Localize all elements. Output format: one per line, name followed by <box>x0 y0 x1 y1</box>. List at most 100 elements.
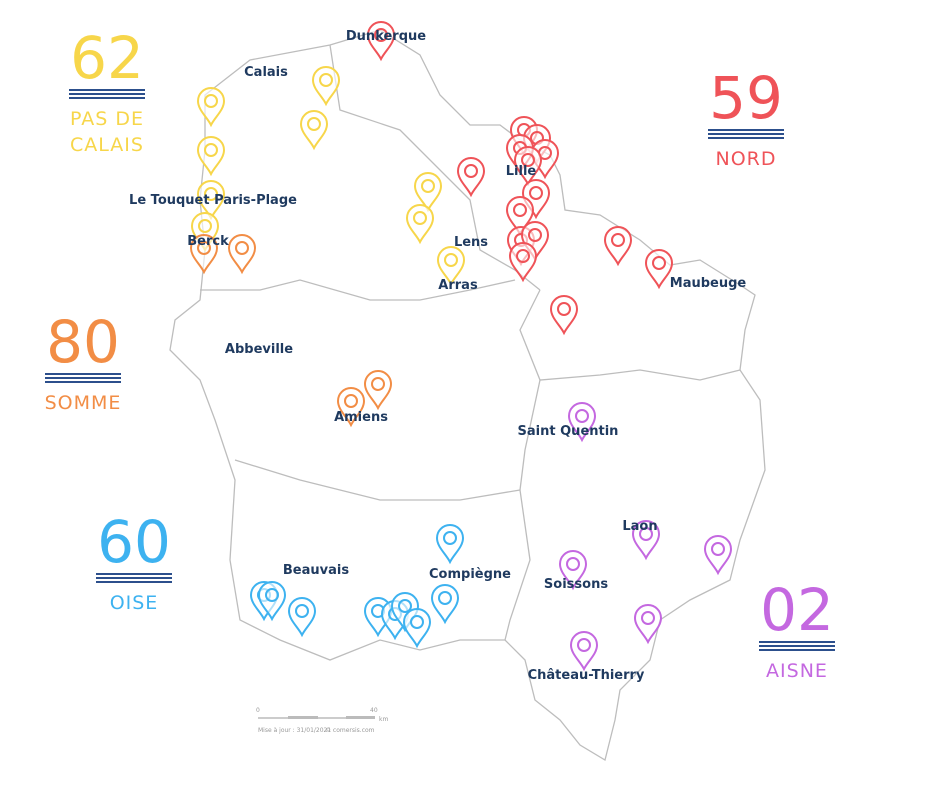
city-label: Laon <box>622 519 657 534</box>
scale-start: 0 <box>256 707 260 714</box>
pin <box>196 136 226 177</box>
pin <box>430 584 460 625</box>
department-number: 02 <box>760 576 834 644</box>
pin-dot <box>295 604 309 618</box>
department-name: NORD <box>716 148 777 170</box>
department-number: 80 <box>46 308 120 376</box>
pin-dot <box>513 203 527 217</box>
pin-dot <box>566 557 580 571</box>
city-label: Berck <box>187 234 229 249</box>
pin-dot <box>344 394 358 408</box>
scale-end: 40 <box>370 707 378 714</box>
city-label: Abbeville <box>225 342 293 357</box>
pin-dot <box>438 591 452 605</box>
pin-dot <box>575 409 589 423</box>
pin <box>436 246 466 287</box>
city-label: Le Touquet Paris-Plage <box>129 193 297 208</box>
pin <box>257 581 287 622</box>
pin <box>513 146 543 187</box>
department-border <box>200 279 516 301</box>
pin <box>644 249 674 290</box>
pin <box>363 370 393 411</box>
pin <box>311 66 341 107</box>
pin-dot <box>398 599 412 613</box>
pin <box>402 608 432 649</box>
scale-unit: km <box>379 716 388 723</box>
pin-dot <box>371 377 385 391</box>
pin <box>190 212 220 253</box>
pin-dot <box>464 164 478 178</box>
department-number: 60 <box>97 508 171 576</box>
pin <box>603 226 633 267</box>
pin <box>505 196 535 237</box>
pin <box>567 402 597 443</box>
city-label: Compiègne <box>429 567 511 582</box>
pin-dot <box>641 611 655 625</box>
department-name: OISE <box>110 592 159 614</box>
scale-segment <box>288 716 318 719</box>
pin <box>299 110 329 151</box>
city-label: Calais <box>244 65 288 80</box>
pin-dot <box>444 253 458 267</box>
pin-dot <box>198 219 212 233</box>
scale-bar: 0 40 km Mise à jour : 31/01/2021 © comer… <box>256 707 388 734</box>
department-border <box>234 459 521 501</box>
pin <box>456 157 486 198</box>
department-border <box>519 289 741 381</box>
pin-dot <box>652 256 666 270</box>
pin-dot <box>529 186 543 200</box>
pin <box>287 597 317 638</box>
region-outline <box>169 29 766 762</box>
pin-dot <box>611 233 625 247</box>
city-label: Saint Quentin <box>518 424 619 439</box>
city-label: Lille <box>506 164 537 179</box>
city-label: Amiens <box>334 410 388 425</box>
pin-dot <box>421 179 435 193</box>
pin-dot <box>235 241 249 255</box>
pin-dot <box>577 638 591 652</box>
department-name: PAS DE <box>70 108 144 130</box>
pin-dot <box>204 94 218 108</box>
pin <box>549 295 579 336</box>
pin <box>703 535 733 576</box>
pin <box>508 242 538 283</box>
pin <box>569 631 599 672</box>
city-label: Dunkerque <box>346 29 426 44</box>
pin <box>336 387 366 428</box>
pin <box>196 180 226 221</box>
pin-dot <box>521 153 535 167</box>
credit: © comersis.com <box>325 727 375 734</box>
pin <box>633 604 663 645</box>
pin <box>558 550 588 591</box>
city-label: Maubeuge <box>670 276 747 291</box>
city-label: Soissons <box>544 577 608 592</box>
pin-dot <box>413 211 427 225</box>
city-label: Beauvais <box>283 563 349 578</box>
department-name: AISNE <box>766 660 828 682</box>
department-border <box>504 489 531 641</box>
city-label: Lens <box>454 235 488 250</box>
pin-dot <box>516 249 530 263</box>
pin <box>435 524 465 565</box>
pin-dot <box>443 531 457 545</box>
pin-dot <box>204 187 218 201</box>
pin-dot <box>374 28 388 42</box>
pin-dot <box>307 117 321 131</box>
city-label: Arras <box>438 278 478 293</box>
pin <box>227 234 257 275</box>
department-number: 59 <box>709 64 783 132</box>
department-number: 62 <box>70 24 144 92</box>
department-border <box>519 379 541 491</box>
department-name: CALAIS <box>70 134 144 156</box>
department-border <box>329 44 541 291</box>
pin <box>413 172 443 213</box>
pin <box>631 520 661 561</box>
city-label: Château-Thierry <box>528 668 645 683</box>
pin-dot <box>639 527 653 541</box>
scale-segment <box>346 716 375 719</box>
pin-dot <box>197 241 211 255</box>
pin-dot <box>204 143 218 157</box>
pin <box>405 204 435 245</box>
